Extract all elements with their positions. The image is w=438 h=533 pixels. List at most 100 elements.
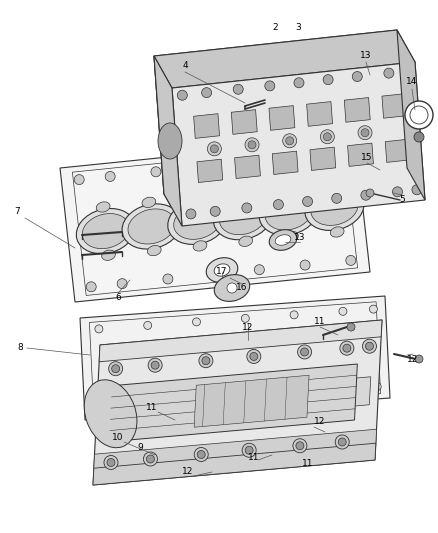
- Ellipse shape: [210, 145, 219, 153]
- Ellipse shape: [300, 260, 310, 270]
- Ellipse shape: [285, 231, 298, 242]
- Ellipse shape: [303, 197, 313, 206]
- Ellipse shape: [158, 123, 182, 159]
- Polygon shape: [310, 147, 336, 171]
- Ellipse shape: [323, 75, 333, 85]
- Ellipse shape: [86, 282, 96, 292]
- Polygon shape: [93, 443, 376, 485]
- Text: 7: 7: [14, 207, 20, 216]
- Ellipse shape: [242, 203, 252, 213]
- Ellipse shape: [410, 106, 428, 124]
- Ellipse shape: [197, 162, 207, 172]
- Ellipse shape: [214, 274, 250, 301]
- Text: 4: 4: [182, 61, 188, 69]
- Ellipse shape: [105, 172, 115, 181]
- Ellipse shape: [207, 142, 221, 156]
- Polygon shape: [172, 62, 425, 226]
- Ellipse shape: [219, 199, 267, 235]
- Ellipse shape: [148, 399, 155, 407]
- Polygon shape: [104, 377, 371, 428]
- Ellipse shape: [122, 204, 181, 249]
- Ellipse shape: [151, 167, 161, 177]
- Text: 2: 2: [272, 23, 278, 33]
- Polygon shape: [109, 364, 357, 442]
- Polygon shape: [154, 56, 182, 226]
- Ellipse shape: [82, 214, 130, 249]
- Ellipse shape: [142, 197, 156, 207]
- Text: 12: 12: [314, 417, 326, 426]
- Ellipse shape: [290, 311, 298, 319]
- Ellipse shape: [128, 209, 175, 244]
- Text: 12: 12: [242, 324, 254, 333]
- Ellipse shape: [300, 348, 309, 356]
- Ellipse shape: [99, 402, 107, 410]
- Ellipse shape: [403, 66, 413, 76]
- Ellipse shape: [259, 190, 318, 235]
- Polygon shape: [385, 139, 411, 163]
- Ellipse shape: [245, 446, 253, 454]
- Ellipse shape: [193, 241, 207, 251]
- Ellipse shape: [188, 192, 201, 203]
- Ellipse shape: [245, 138, 259, 152]
- Text: 15: 15: [361, 154, 373, 163]
- Text: 10: 10: [112, 433, 124, 442]
- Ellipse shape: [245, 392, 253, 400]
- Ellipse shape: [296, 442, 304, 450]
- Ellipse shape: [363, 339, 376, 353]
- Text: 12: 12: [182, 467, 194, 477]
- Ellipse shape: [112, 365, 120, 373]
- Ellipse shape: [340, 341, 354, 355]
- Polygon shape: [397, 30, 425, 200]
- Polygon shape: [194, 114, 219, 139]
- Ellipse shape: [279, 183, 293, 193]
- Polygon shape: [197, 159, 223, 182]
- Ellipse shape: [104, 456, 118, 470]
- Ellipse shape: [384, 68, 394, 78]
- Ellipse shape: [239, 236, 253, 246]
- Ellipse shape: [366, 189, 374, 197]
- Ellipse shape: [273, 199, 283, 209]
- Ellipse shape: [286, 137, 294, 145]
- Text: 11: 11: [314, 318, 326, 327]
- Ellipse shape: [330, 227, 344, 237]
- Polygon shape: [235, 155, 261, 179]
- Ellipse shape: [265, 81, 275, 91]
- Polygon shape: [348, 143, 374, 166]
- Text: 8: 8: [17, 343, 23, 352]
- Ellipse shape: [325, 179, 339, 189]
- Polygon shape: [382, 93, 408, 118]
- Text: 3: 3: [295, 23, 301, 33]
- Ellipse shape: [305, 185, 364, 230]
- Ellipse shape: [241, 314, 249, 322]
- Ellipse shape: [197, 450, 205, 458]
- Ellipse shape: [202, 357, 210, 365]
- Polygon shape: [231, 110, 257, 134]
- Ellipse shape: [163, 274, 173, 284]
- Ellipse shape: [339, 308, 347, 316]
- Ellipse shape: [151, 361, 159, 369]
- Polygon shape: [344, 98, 370, 122]
- Ellipse shape: [361, 190, 371, 200]
- Ellipse shape: [265, 195, 312, 230]
- Text: 5: 5: [399, 196, 405, 205]
- Ellipse shape: [311, 190, 358, 225]
- Ellipse shape: [177, 90, 187, 100]
- Ellipse shape: [213, 195, 272, 240]
- Polygon shape: [99, 320, 382, 362]
- Ellipse shape: [269, 230, 297, 251]
- Ellipse shape: [414, 132, 424, 142]
- Ellipse shape: [192, 318, 201, 326]
- Polygon shape: [154, 30, 415, 88]
- Text: 11: 11: [146, 403, 158, 413]
- Ellipse shape: [343, 344, 351, 352]
- Polygon shape: [307, 102, 332, 126]
- Ellipse shape: [320, 130, 334, 144]
- Ellipse shape: [208, 269, 219, 279]
- Ellipse shape: [373, 383, 381, 391]
- Ellipse shape: [288, 153, 298, 163]
- Ellipse shape: [358, 126, 372, 140]
- Ellipse shape: [346, 255, 356, 265]
- Ellipse shape: [254, 265, 265, 274]
- Ellipse shape: [227, 283, 237, 293]
- Polygon shape: [93, 429, 377, 478]
